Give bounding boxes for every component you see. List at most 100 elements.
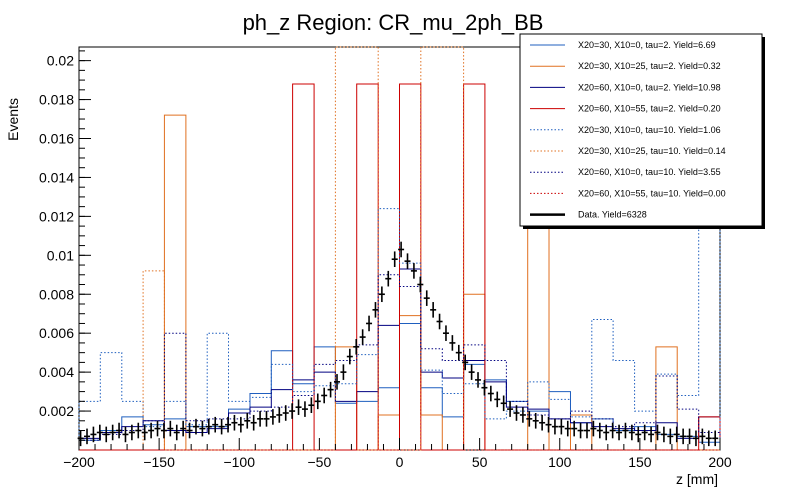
data-point [327,381,334,398]
data-point [301,401,308,417]
data-point [596,422,603,439]
data-point [225,416,232,433]
x-tick-label: 100 [548,454,572,470]
data-point [257,411,264,427]
data-point [314,393,321,410]
data-point [571,420,578,437]
data-point [513,405,520,421]
data-point [321,387,328,404]
data-point [103,426,110,443]
data-point [481,379,488,396]
legend-label: X20=30, X10=0, tau=10. Yield=1.06 [578,125,721,135]
data-point [218,418,225,435]
data-point [167,420,174,437]
legend-entry: X20=60, X10=0, tau=2. Yield=10.98 [530,82,721,92]
data-point [410,263,417,279]
legend-entry: X20=30, X10=25, tau=2. Yield=0.32 [530,61,721,71]
y-axis: 0.002 0.004 0.006 0.008 0.01 0.012 0.014 0.016 0… [39,50,91,441]
data-point [398,241,405,258]
data-point [494,391,501,408]
data-point [654,424,661,441]
data-point [154,420,161,437]
data-point [616,424,623,441]
data-point [391,251,398,267]
data-point [564,420,571,437]
data-point [385,270,392,287]
data-point [705,430,712,447]
data-point [308,397,315,414]
data-point [500,395,507,412]
x-tick-label: 200 [708,454,732,470]
data-point [148,422,155,439]
data-point [141,424,148,441]
data-point [436,313,443,330]
data-point [372,302,379,318]
legend-label: X20=30, X10=0, tau=2. Yield=6.69 [578,40,716,50]
data-point [449,335,456,351]
data-point [199,420,206,437]
data-point [692,430,699,447]
data-point [250,414,257,431]
data-point [455,344,462,361]
legend-label: Data. Yield=6328 [578,210,647,220]
data-point [583,422,590,439]
data-point [686,428,693,445]
data-point [519,407,526,423]
data-point [237,416,244,433]
data-point [404,253,411,269]
legend-entry: X20=60, X10=0, tau=10. Yield=3.55 [530,167,721,177]
legend-label: X20=60, X10=0, tau=10. Yield=3.55 [578,167,721,177]
data-point [641,424,648,441]
data-point [340,364,347,380]
x-tick-label: −50 [308,454,332,470]
x-tick-label: 150 [628,454,652,470]
data-point [680,428,687,445]
data-point [334,374,341,390]
legend-label: X20=30, X10=25, tau=2. Yield=0.32 [578,61,721,71]
data-point [468,364,475,380]
legend-entry: X20=60, X10=55, tau=10. Yield=0.00 [530,188,726,198]
data-point [90,426,97,443]
data-point [545,416,552,433]
data-point [180,420,187,437]
data-point [378,286,385,303]
data-point [186,422,193,439]
data-point [295,399,302,415]
data-point [244,413,251,429]
data-point [160,422,167,439]
data-point [539,414,546,431]
data-point [231,414,238,431]
x-axis: −200 −150 −100 −50 0 50 100 150 200 [63,438,732,470]
legend-label: X20=30, X10=25, tau=10. Yield=0.14 [578,146,726,156]
y-tick-label: 0.018 [39,92,74,108]
data-point [263,411,270,427]
y-tick-label: 0.016 [39,131,74,147]
histogram-series-6 [79,46,720,451]
data-point [551,418,558,435]
x-axis-label: z [mm] [676,471,718,487]
data-point [648,426,655,443]
data-point [635,426,642,443]
data-point [289,403,296,419]
legend-label: X20=60, X10=55, tau=10. Yield=0.00 [578,188,726,198]
y-tick-label: 0.006 [39,325,74,341]
data-point [590,420,597,437]
legend: X20=30, X10=0, tau=2. Yield=6.69 X20=30, … [519,33,765,229]
data-point [507,401,514,417]
data-point [346,348,353,365]
legend-entry: X20=30, X10=25, tau=10. Yield=0.14 [530,146,726,156]
y-tick-label: 0.02 [47,53,74,69]
data-point [628,424,635,441]
histogram-series-7 [78,274,721,450]
data-point [192,418,199,435]
x-tick-label: 0 [396,454,404,470]
data-point [359,329,366,345]
data-point [205,418,212,435]
plot-area [77,46,721,451]
data-point [417,276,424,293]
data-point [96,424,103,441]
data-point [462,354,469,371]
data-point [475,372,482,388]
data-point [622,422,629,439]
